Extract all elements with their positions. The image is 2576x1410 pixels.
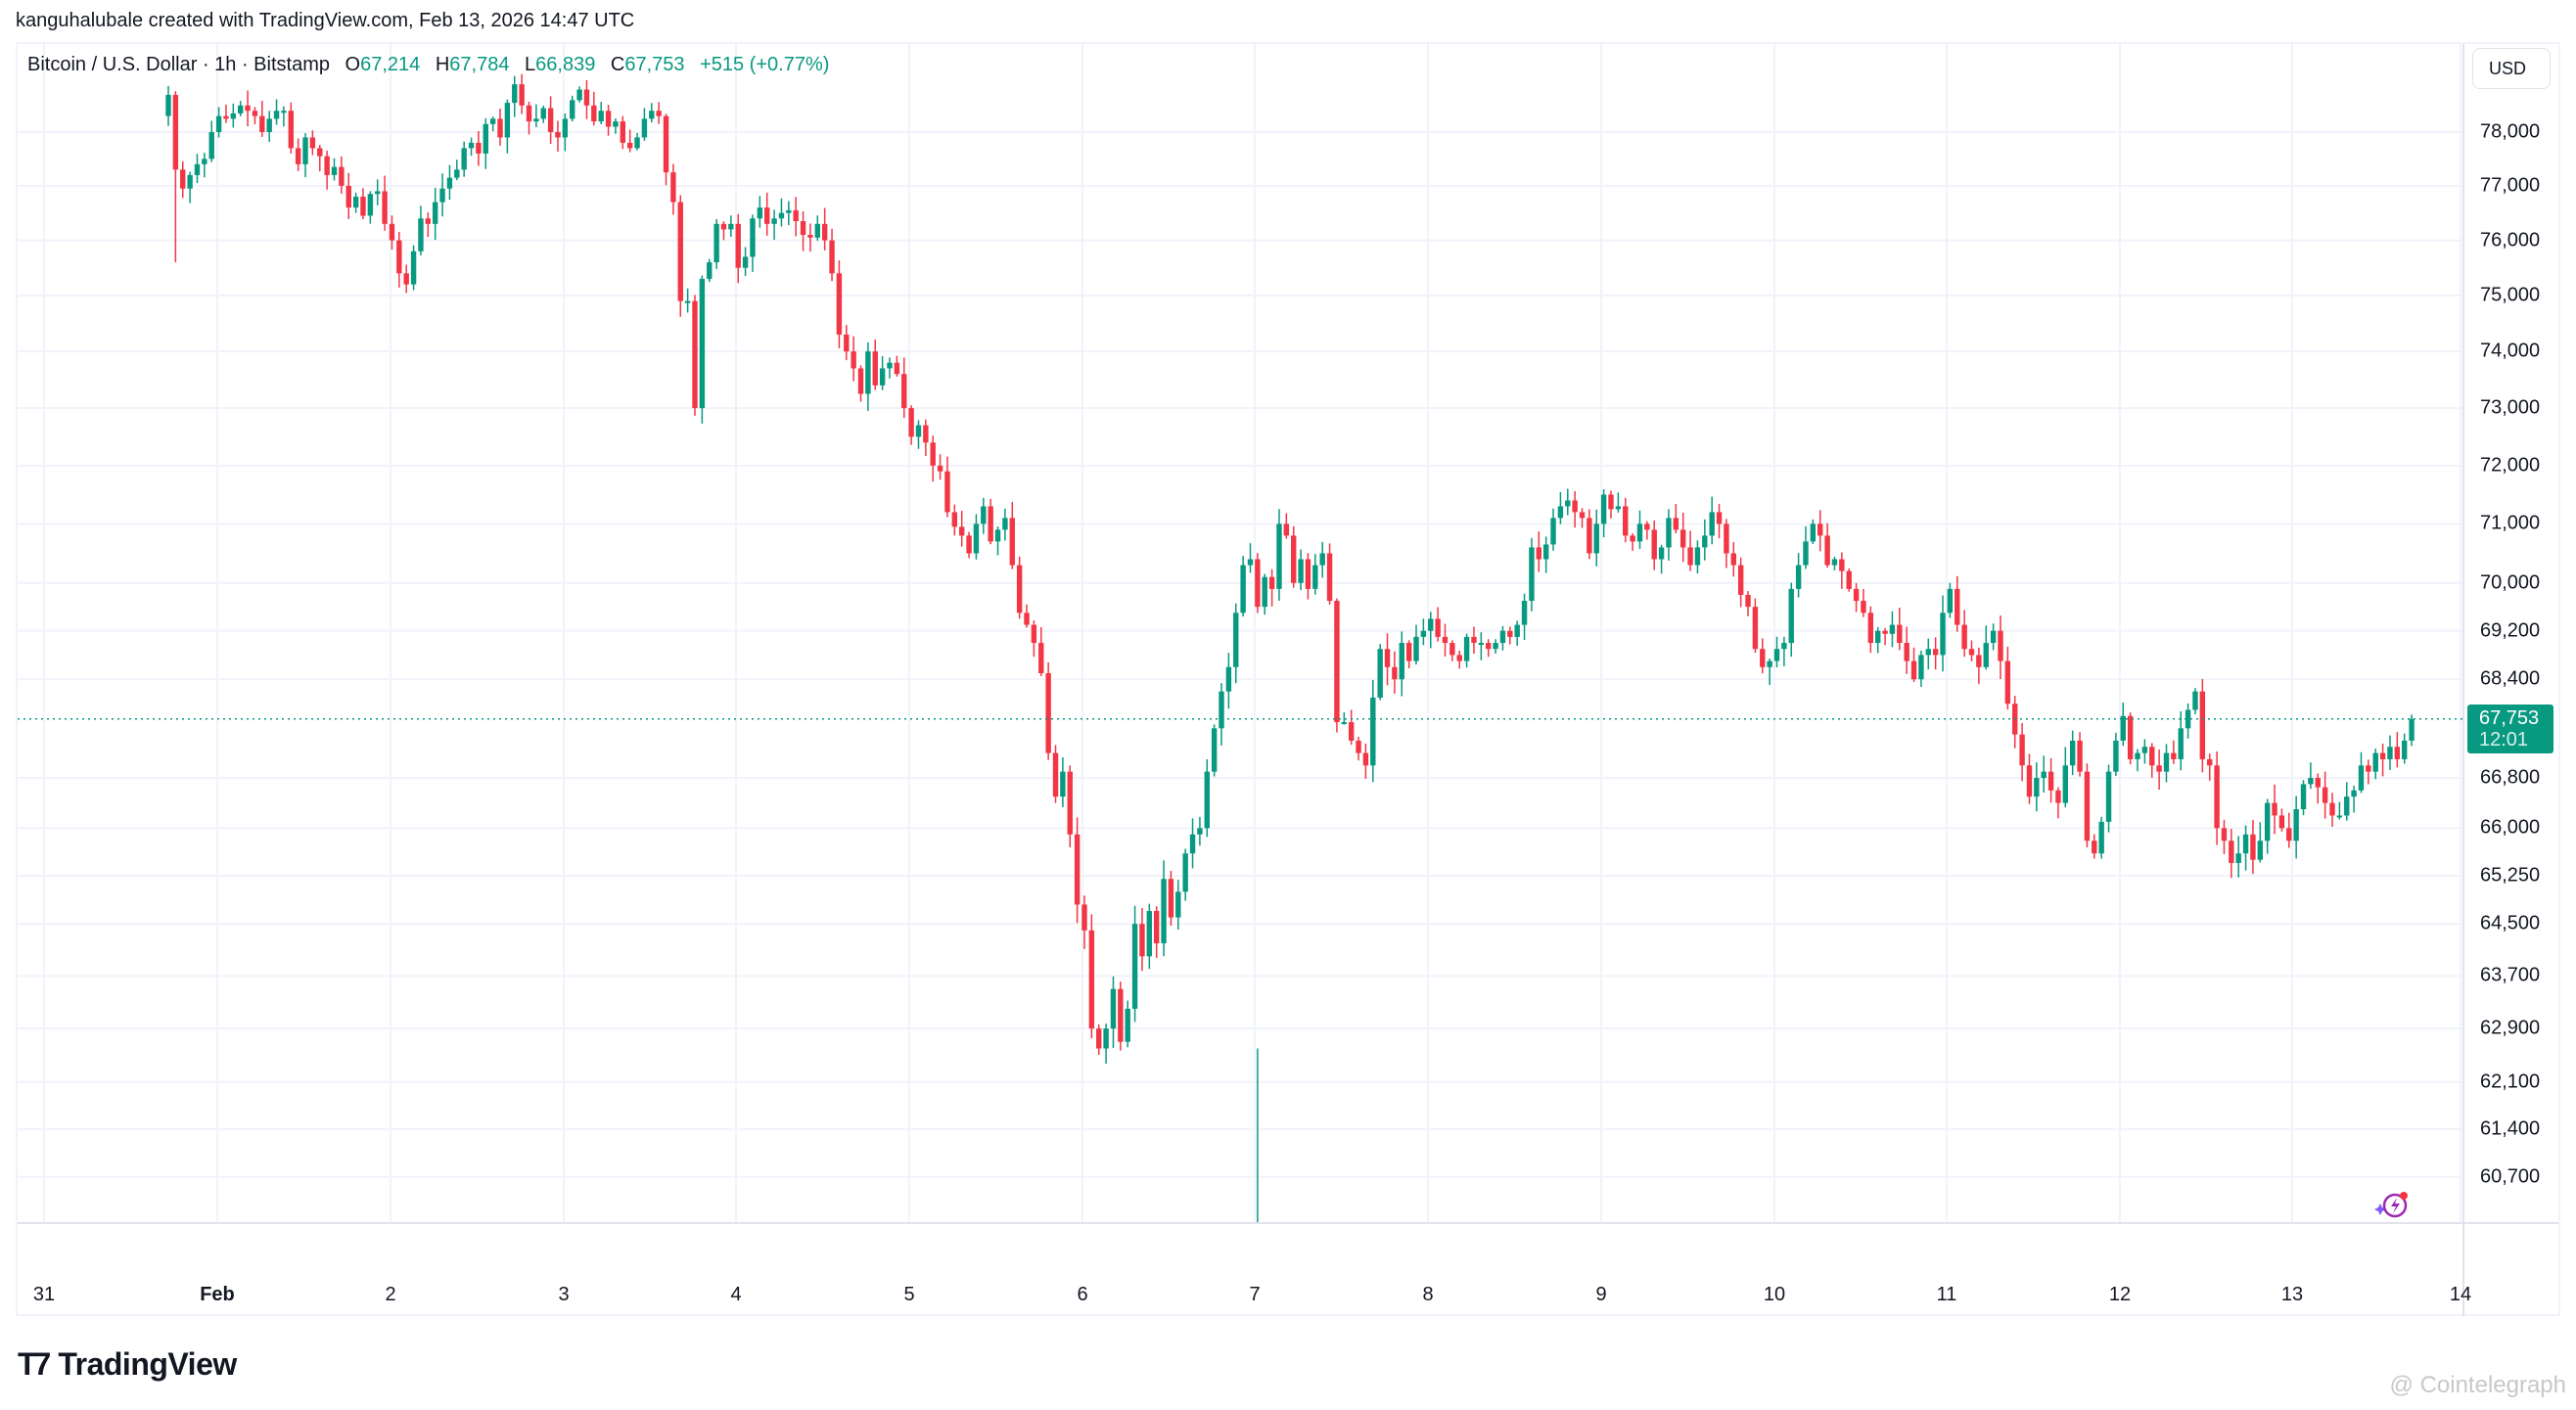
price-tick-label: 77,000 [2480, 174, 2541, 197]
close-value: 67,753 [624, 54, 685, 75]
time-tick-label: 10 [1763, 1284, 1786, 1305]
price-tick-label: 74,000 [2480, 340, 2541, 362]
chart-credit: kanguhalubale created with TradingView.c… [16, 10, 635, 31]
open-label: O [345, 54, 361, 75]
tradingview-wordmark: TradingView [58, 1346, 237, 1382]
time-tick-label: 31 [32, 1284, 56, 1305]
bar-countdown: 12:01 [2479, 729, 2529, 750]
cointelegraph-watermark: @ Cointelegraph [2389, 1372, 2566, 1398]
last-price-tag: 67,753 12:01 [2467, 705, 2553, 753]
tradingview-logo[interactable]: T7 TradingView [18, 1346, 237, 1383]
price-tick-label: 71,000 [2480, 512, 2541, 534]
last-price-value: 67,753 [2479, 707, 2540, 729]
time-tick-label: 12 [2108, 1284, 2132, 1305]
high-value: 67,784 [449, 54, 510, 75]
time-tick-label: 2 [385, 1284, 396, 1305]
time-tick-label: 3 [558, 1284, 570, 1305]
price-tick-label: 72,000 [2480, 454, 2541, 477]
price-tick-label: 66,800 [2480, 766, 2541, 789]
price-tick-label: 73,000 [2480, 396, 2541, 419]
time-tick-label: 13 [2280, 1284, 2304, 1305]
time-tick-label: 11 [1936, 1284, 1957, 1305]
price-tick-label: 69,200 [2480, 619, 2541, 642]
time-tick-label: 9 [1595, 1284, 1607, 1305]
time-tick-label: 14 [2449, 1284, 2472, 1305]
time-tick-label: 7 [1249, 1284, 1261, 1305]
price-tick-label: 66,000 [2480, 816, 2541, 839]
price-tick-label: 63,700 [2480, 964, 2541, 986]
time-tick-label: 5 [903, 1284, 915, 1305]
price-tick-label: 60,700 [2480, 1165, 2541, 1188]
time-tick-label: Feb [200, 1284, 235, 1305]
symbol-legend: Bitcoin / U.S. Dollar · 1h · Bitstamp O6… [27, 54, 829, 76]
low-value: 66,839 [535, 54, 596, 75]
price-tick-label: 70,000 [2480, 571, 2541, 594]
high-label: H [435, 54, 450, 75]
price-tick-label: 75,000 [2480, 284, 2541, 306]
time-tick-label: 6 [1077, 1284, 1088, 1305]
open-value: 67,214 [360, 54, 421, 75]
chart-frame [16, 42, 2560, 1316]
price-tick-label: 76,000 [2480, 229, 2541, 251]
time-tick-label: 8 [1422, 1284, 1434, 1305]
price-tick-label: 68,400 [2480, 667, 2541, 690]
price-tick-label: 64,500 [2480, 912, 2541, 934]
price-tick-label: 78,000 [2480, 120, 2541, 143]
price-tick-label: 65,250 [2480, 864, 2541, 887]
symbol-title: Bitcoin / U.S. Dollar · 1h · Bitstamp [27, 54, 330, 75]
ai-assistant-icon[interactable] [2369, 1186, 2415, 1225]
close-label: C [610, 54, 625, 75]
price-tick-label: 62,100 [2480, 1070, 2541, 1093]
change-value: +515 (+0.77%) [700, 54, 830, 75]
time-tick-label: 4 [730, 1284, 742, 1305]
price-tick-label: 62,900 [2480, 1017, 2541, 1039]
price-tick-label: 61,400 [2480, 1117, 2541, 1140]
currency-button[interactable]: USD [2472, 48, 2551, 89]
low-label: L [525, 54, 536, 75]
tradingview-mark-icon: T7 [18, 1346, 51, 1382]
